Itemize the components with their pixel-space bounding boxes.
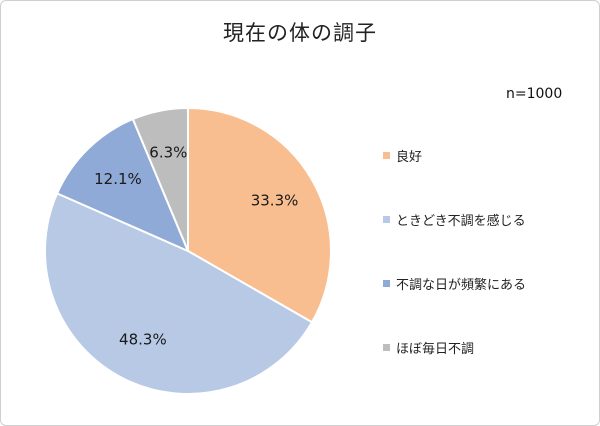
pie-slice-1 — [187, 106, 332, 324]
legend-item-3: 不調な日が頻繁にある — [383, 273, 526, 293]
pie-slice-4 — [131, 106, 189, 252]
legend-swatch-2 — [383, 215, 390, 223]
pie-slice-2 — [44, 192, 314, 395]
legend-label-4: ほぼ毎日不調 — [396, 341, 475, 357]
pie-slice-3 — [55, 117, 190, 253]
legend-item-4: ほぼ毎日不調 — [383, 337, 526, 357]
slice-value-label-2: 48.3% — [119, 331, 167, 349]
slice-value-label-3: 12.1% — [94, 170, 142, 188]
legend-label-2: ときどき不調を感じる — [396, 213, 526, 229]
legend-item-1: 良好 — [383, 145, 526, 165]
legend-swatch-3 — [383, 279, 390, 287]
legend-label-3: 不調な日が頻繁にある — [396, 277, 527, 293]
sample-size-note: n=1000 — [506, 86, 563, 102]
chart-legend: 良好ときどき不調を感じる 不調な日が頻繁にある ほぼ毎日不調 — [383, 145, 526, 401]
legend-swatch-4 — [383, 343, 390, 351]
legend-label-1: 良好 — [396, 149, 423, 165]
legend-swatch-1 — [383, 151, 390, 159]
chart-title: 現在の体の調子 — [223, 21, 377, 45]
legend-item-2: ときどき不調を感じる — [383, 209, 526, 229]
slice-value-label-4: 6.3% — [149, 143, 187, 161]
slice-value-label-1: 33.3% — [251, 191, 299, 209]
